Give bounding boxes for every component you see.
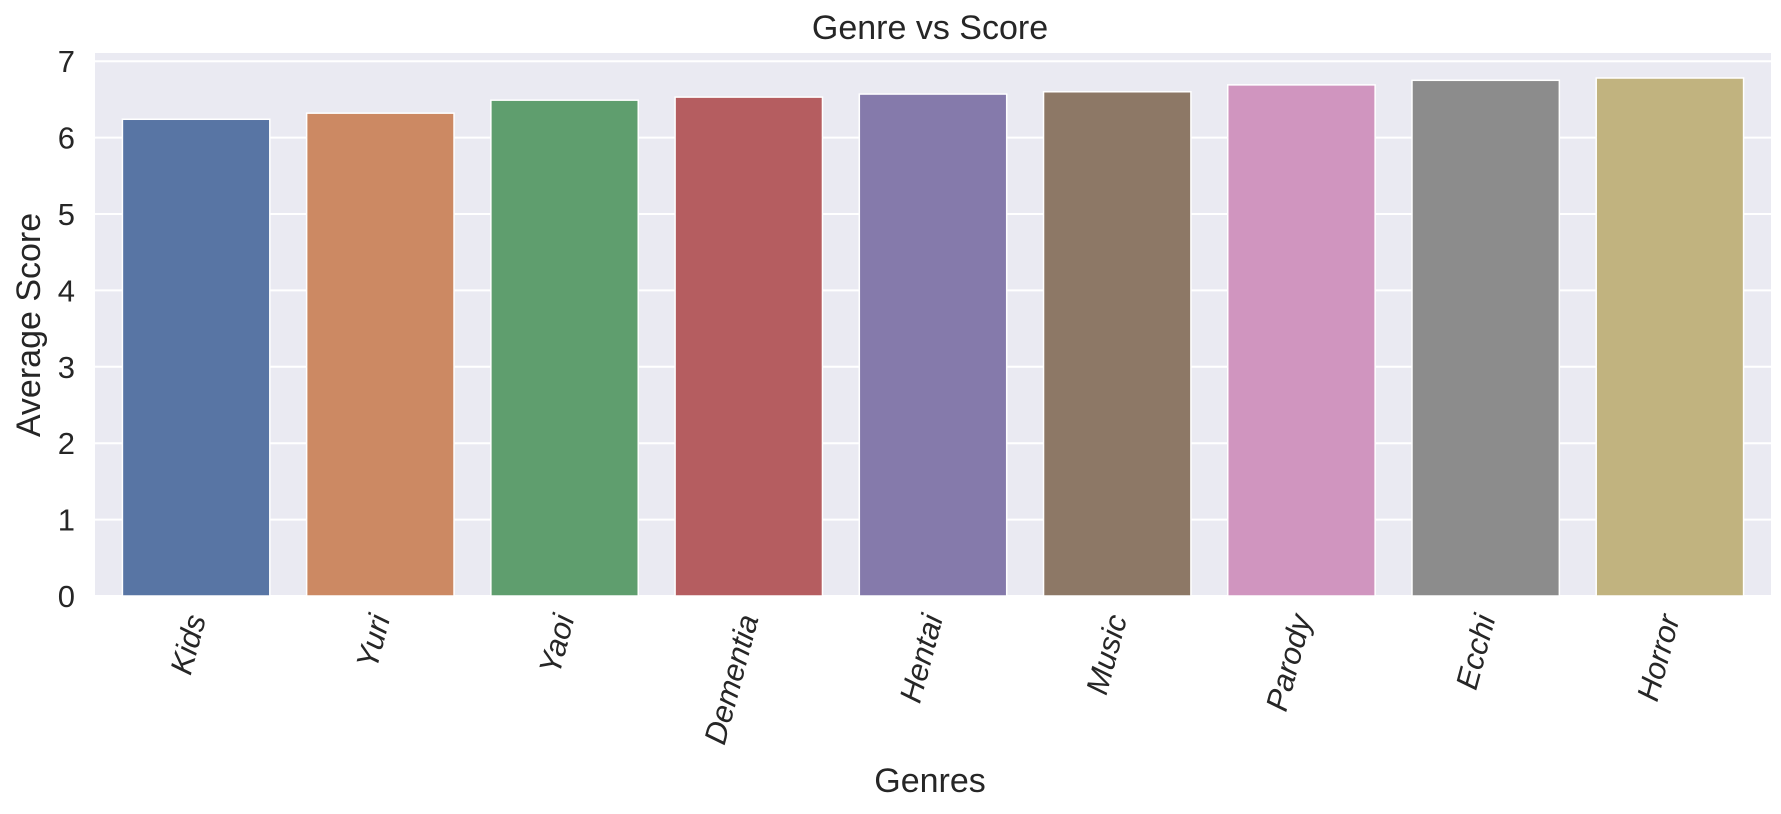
x-tick-label: Music [1079,610,1134,698]
bar-hentai [858,93,1008,597]
x-tick-labels: Kids Yuri Yaoi Dementia Hentai Music Parody Ecc… [163,608,1687,748]
bar-yuri [305,112,455,597]
bar-horror [1595,77,1745,597]
y-tick-label: 2 [58,426,75,461]
x-axis-label: Genres [874,762,986,800]
y-tick-label: 1 [58,503,75,538]
x-tick-label: Yuri [349,610,397,672]
bar-yaoi [490,99,639,597]
y-axis-label: Average Score [10,213,48,437]
bar-ecchi [1411,79,1561,597]
x-tick-label: Yaoi [532,610,582,678]
y-tick-label: 6 [58,121,75,156]
bars [121,77,1745,597]
x-tick-label: Horror [1630,609,1687,705]
bar-parody [1227,84,1376,597]
y-tick-label: 5 [58,197,75,232]
y-tick-label: 7 [58,44,75,79]
y-tick-label: 0 [58,579,75,614]
y-tick-label: 3 [58,350,75,385]
y-tick-labels: 0 1 2 3 4 5 6 7 [58,44,75,614]
bar-music [1042,91,1192,597]
x-tick-label: Hentai [893,610,950,707]
chart-title: Genre vs Score [812,9,1048,47]
y-tick-label: 4 [58,273,75,308]
bar-kids [121,118,271,597]
x-tick-label: Dementia [697,611,765,748]
x-tick-label: Parody [1259,608,1319,714]
x-tick-label: Ecchi [1449,610,1503,693]
x-tick-label: Kids [163,611,212,678]
bar-dementia [674,96,824,597]
